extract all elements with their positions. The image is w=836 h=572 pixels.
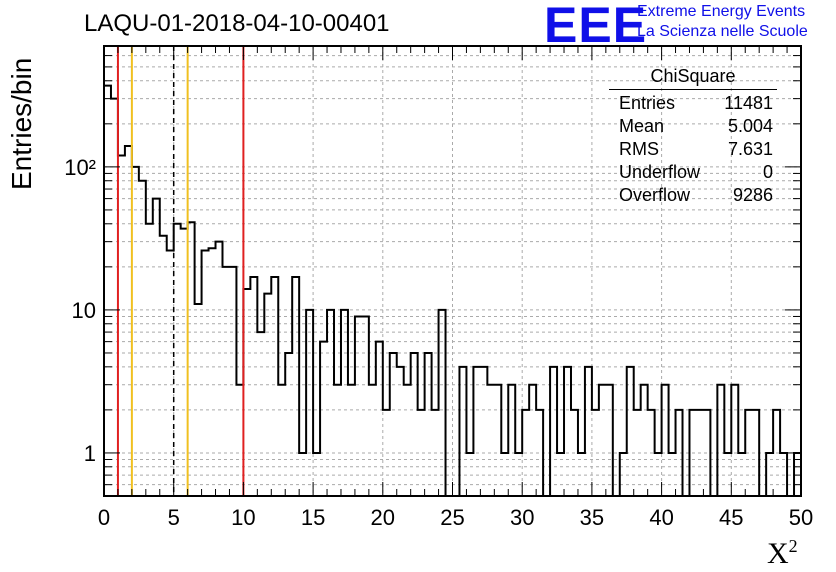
histogram-bin: [362, 316, 369, 496]
y-tick-label: 10²: [64, 155, 96, 180]
x-tick-label: 20: [371, 505, 395, 530]
histogram-bin: [327, 310, 334, 496]
y-tick-label: 10: [72, 298, 96, 323]
chart-title: LAQU-01-2018-04-10-00401: [84, 10, 390, 37]
histogram-bin: [132, 167, 139, 496]
y-axis-label: Entries/bin: [6, 57, 37, 190]
x-axis-label-main: X: [767, 537, 789, 570]
x-tick-label: 35: [580, 505, 604, 530]
tick-labels: 0 5 10 15 20 25 30 35 40 45 50 1 10 10²: [64, 155, 813, 530]
histogram-bin: [160, 236, 167, 496]
stats-row: Entries 11481: [609, 92, 777, 115]
histogram-bin: [209, 248, 216, 496]
histogram-bin: [257, 332, 264, 496]
histogram-bin: [320, 342, 327, 496]
stats-value: 5.004: [727, 116, 773, 136]
histogram-bin: [153, 199, 160, 496]
histogram-bin: [285, 353, 292, 496]
histogram-bin: [731, 385, 738, 496]
histogram-bin: [139, 181, 146, 496]
histogram-bin: [662, 385, 669, 496]
histogram-bin: [585, 367, 592, 496]
histogram-bin: [369, 385, 376, 496]
stats-value: 9286: [732, 185, 773, 205]
stats-label: Entries: [619, 93, 676, 113]
x-tick-label: 25: [440, 505, 464, 530]
x-tick-label: 50: [789, 505, 813, 530]
histogram-bin: [508, 385, 515, 496]
histogram-bin: [111, 99, 118, 496]
histogram-bin: [243, 289, 250, 496]
logo-line-2: La Scienza nelle Scuole: [637, 23, 808, 40]
x-tick-label: 0: [98, 505, 110, 530]
histogram-bin: [355, 316, 362, 496]
histogram-bin: [480, 367, 487, 496]
histogram-bin: [717, 385, 724, 496]
x-tick-label: 10: [231, 505, 255, 530]
histogram-bin: [390, 353, 397, 496]
histogram-bin: [564, 367, 571, 496]
stats-value: 0: [762, 162, 773, 182]
y-tick-label: 1: [84, 441, 96, 466]
stats-label: Overflow: [619, 185, 691, 205]
stats-value: 11481: [724, 93, 773, 113]
histogram-bin: [306, 310, 313, 496]
histogram-bin: [216, 242, 223, 496]
histogram-bin: [181, 229, 188, 496]
histogram-bin: [146, 224, 153, 496]
histogram: [104, 84, 801, 497]
histogram-bin: [174, 224, 181, 496]
histogram-bin: [599, 385, 606, 496]
histogram-bin: [404, 385, 411, 496]
x-tick-label: 40: [649, 505, 673, 530]
histogram-bin: [341, 310, 348, 496]
histogram-bin: [236, 385, 243, 496]
stats-title: ChiSquare: [609, 66, 777, 90]
axes: [103, 45, 802, 497]
histogram-bin: [334, 385, 341, 496]
histogram-bin: [222, 267, 229, 496]
stats-row: Mean 5.004: [609, 115, 777, 138]
eee-logo: EEE: [544, 0, 648, 53]
x-tick-label: 5: [168, 505, 180, 530]
histogram-bin: [473, 367, 480, 496]
histogram-bin: [229, 267, 236, 496]
x-axis-label-sup: 2: [788, 536, 798, 556]
histogram-bin: [188, 222, 195, 496]
stats-box: ChiSquare Entries 11481 Mean 5.004 RMS 7.63…: [609, 66, 777, 207]
histogram-outline: [104, 84, 801, 497]
histogram-bin: [529, 385, 536, 496]
histogram-bin: [641, 385, 648, 496]
stats-label: RMS: [619, 139, 659, 159]
histogram-bin: [376, 342, 383, 496]
histogram-bin: [487, 385, 494, 496]
histogram-bin: [397, 367, 404, 496]
histogram-bin: [348, 385, 355, 496]
reference-lines: [116, 46, 245, 496]
x-axis-label: X2: [767, 536, 798, 571]
stats-row: RMS 7.631: [609, 138, 777, 161]
histogram-bin: [550, 367, 557, 496]
histogram-bin: [425, 353, 432, 496]
histogram-bin: [278, 385, 285, 496]
histogram-bin: [411, 353, 418, 496]
logo-line-1: Extreme Energy Events: [637, 3, 806, 20]
stats-row: Overflow 9286: [609, 184, 777, 207]
x-tick-label: 15: [301, 505, 325, 530]
x-tick-label: 45: [719, 505, 743, 530]
grid: [104, 46, 801, 496]
histogram-bin: [494, 385, 501, 496]
x-tick-label: 30: [510, 505, 534, 530]
histogram-bin: [118, 156, 125, 496]
stats-value: 7.631: [727, 139, 773, 159]
stats-label: Underflow: [619, 162, 701, 182]
stats-label: Mean: [619, 116, 665, 136]
stats-row: Underflow 0: [609, 161, 777, 184]
histogram-bin: [606, 385, 613, 496]
histogram-bin: [627, 367, 634, 496]
histogram-bin: [459, 367, 466, 496]
histogram-bin: [439, 310, 446, 496]
histogram-bin: [104, 86, 111, 496]
